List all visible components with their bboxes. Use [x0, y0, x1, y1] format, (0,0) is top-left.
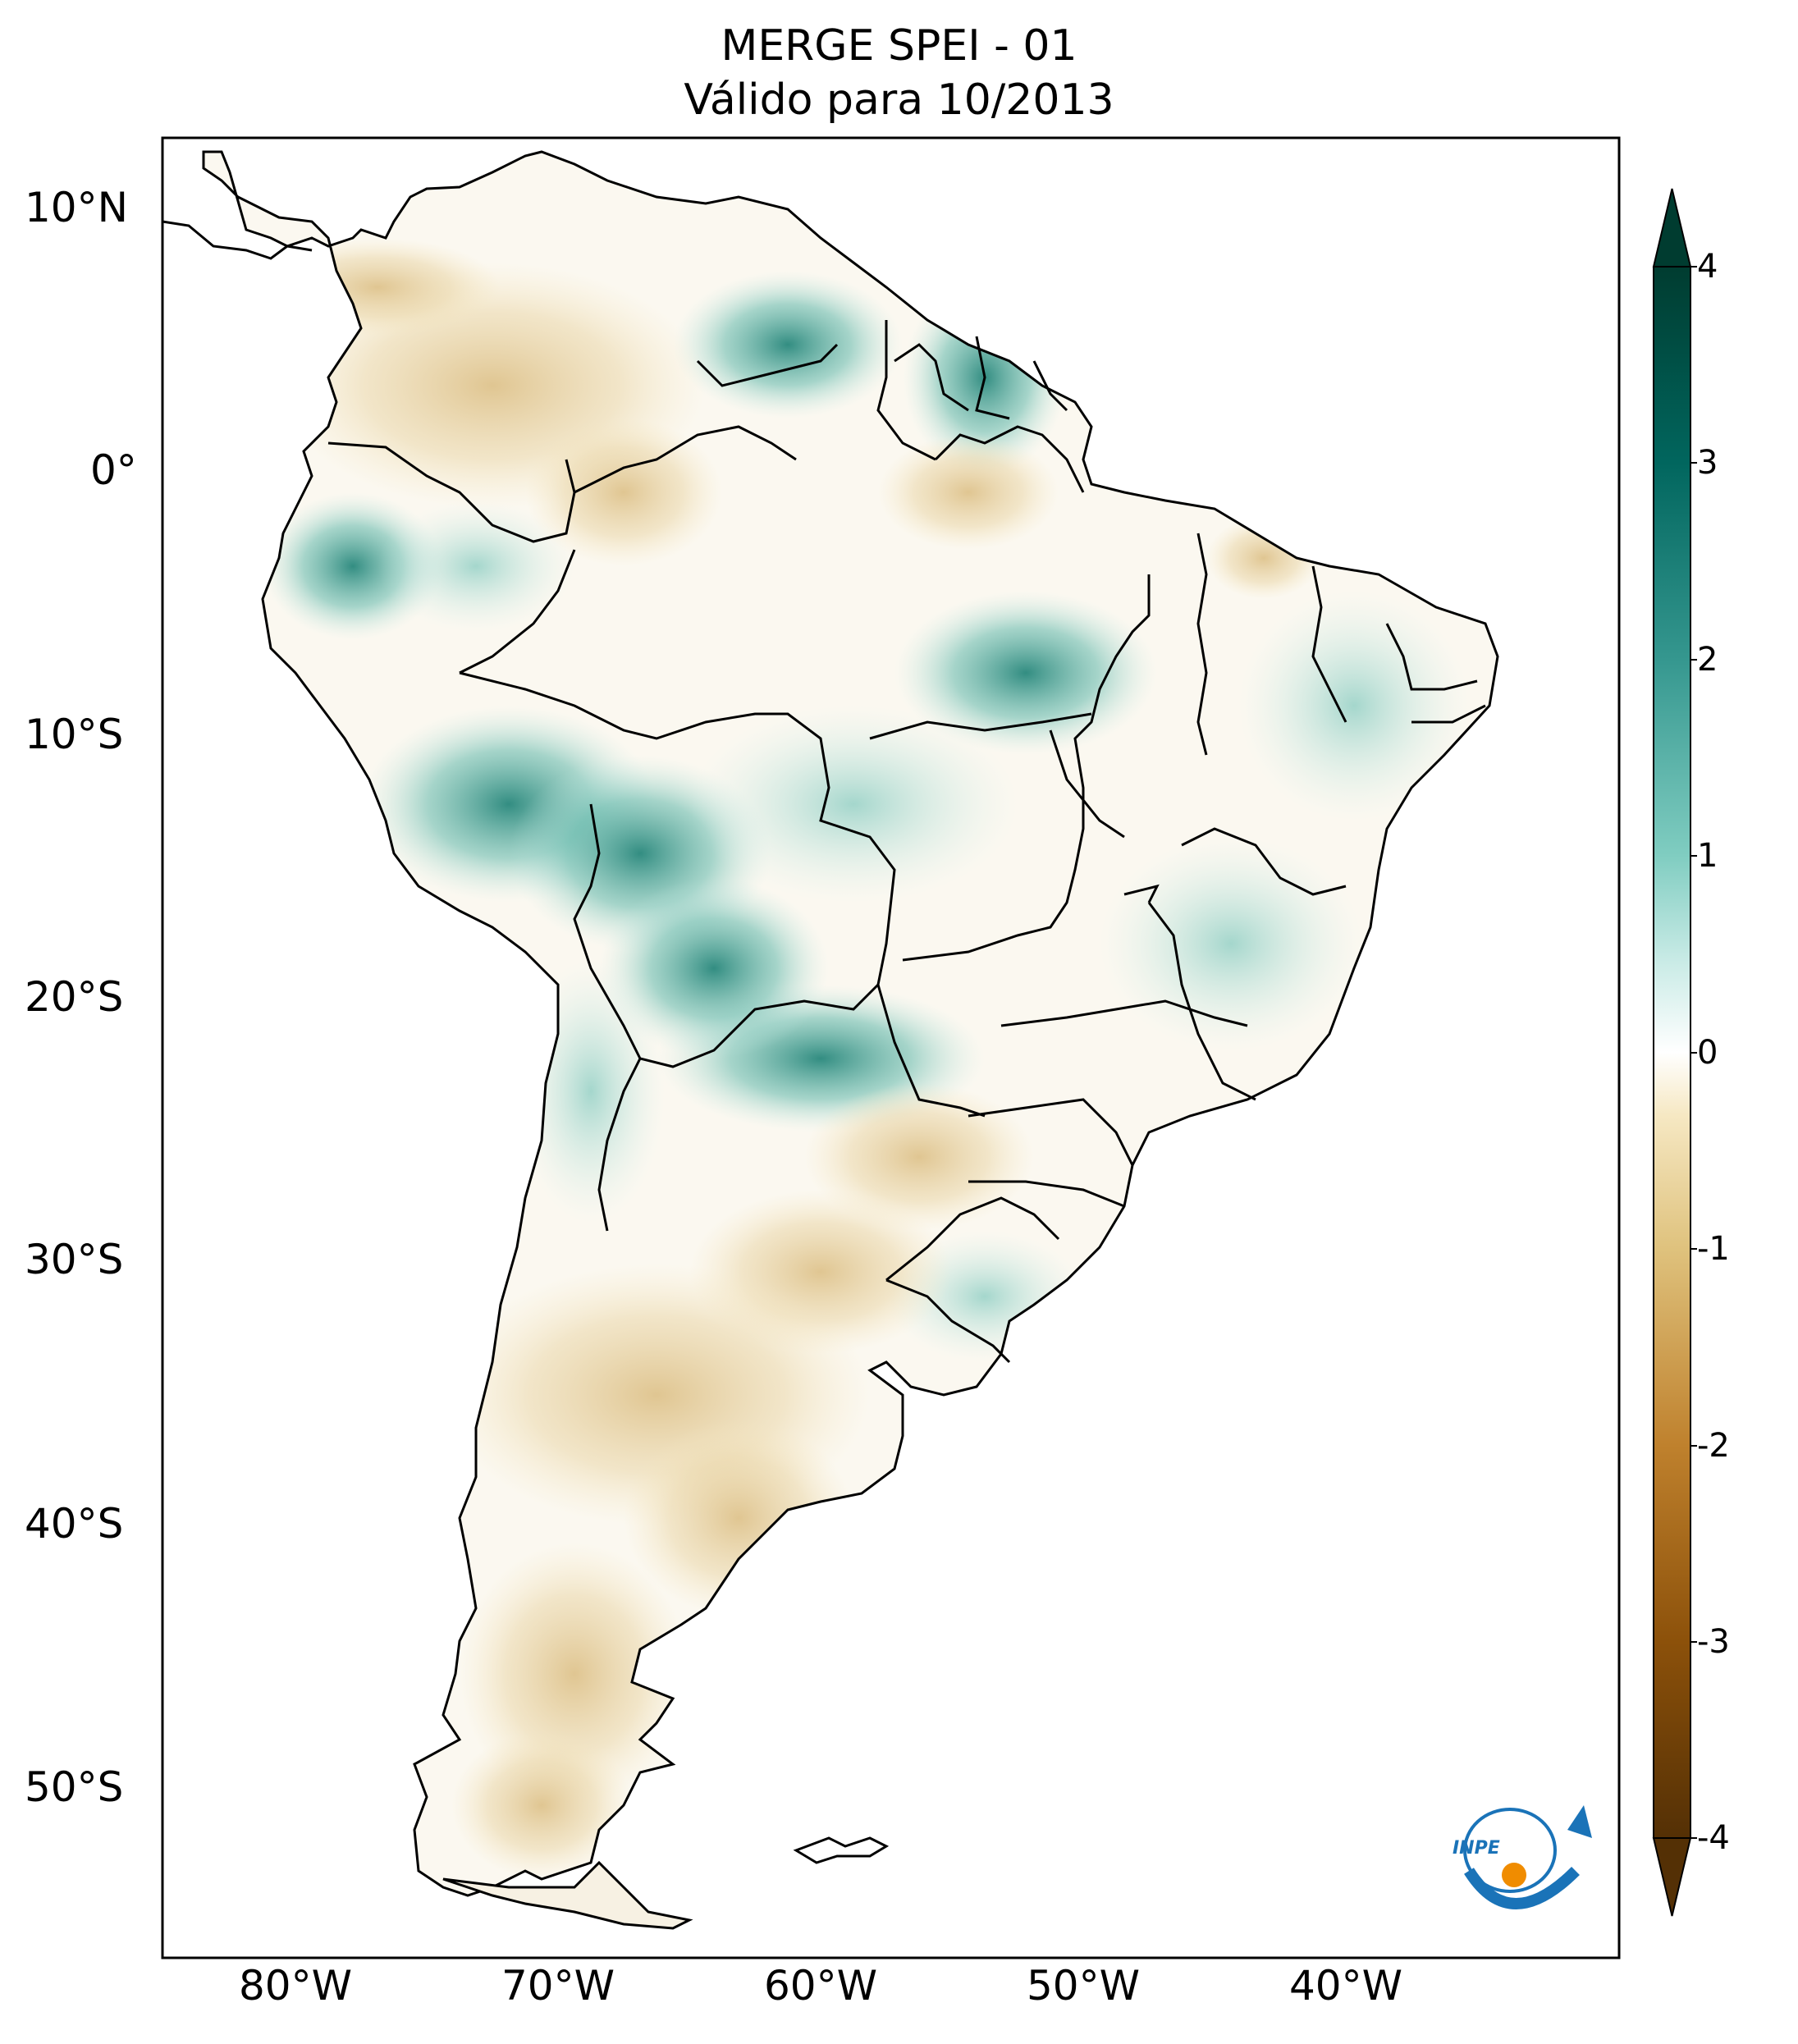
lat-label-30s: 30°S — [25, 1236, 124, 1283]
colorbar-tick: -4 — [1697, 1819, 1730, 1857]
political-borders — [327, 320, 1486, 1364]
colorbar-tick: -1 — [1697, 1230, 1730, 1268]
lat-label-20s: 20°S — [25, 973, 124, 1021]
colorbar-tick: 1 — [1697, 837, 1718, 875]
colorbar-tick: 3 — [1697, 444, 1718, 482]
central-america-coast — [162, 220, 313, 260]
falkland-islands — [793, 1836, 890, 1864]
colorbar-tick: -3 — [1697, 1623, 1730, 1661]
colorbar-tick: 0 — [1697, 1034, 1718, 1072]
lon-label-70w: 70°W — [501, 1962, 615, 2010]
tierra-del-fuego — [442, 1860, 693, 1930]
inpe-logo — [1463, 1805, 1592, 1909]
colorbar-max-extension — [1652, 188, 1692, 268]
lat-label-0: 0° — [90, 446, 137, 494]
lat-label-10s: 10°S — [25, 711, 124, 758]
colorbar-tick: -2 — [1697, 1427, 1730, 1465]
colorbar — [1652, 188, 1697, 1917]
lon-label-60w: 60°W — [763, 1962, 878, 2010]
lat-label-10n: 10°N — [25, 184, 129, 231]
colorbar-tick: 2 — [1697, 641, 1718, 679]
lat-label-40s: 40°S — [25, 1500, 124, 1548]
lon-label-80w: 80°W — [238, 1962, 353, 2010]
map-subtitle: Válido para 10/2013 — [684, 75, 1114, 125]
map-title: MERGE SPEI - 01 — [721, 21, 1077, 71]
colorbar-tick: 4 — [1697, 248, 1718, 286]
colorbar-min-extension — [1652, 1837, 1692, 1917]
inpe-logo-text: INPE — [1453, 1838, 1500, 1859]
lat-label-50s: 50°S — [25, 1763, 124, 1811]
lon-label-50w: 50°W — [1026, 1962, 1141, 2010]
lon-label-40w: 40°W — [1288, 1962, 1403, 2010]
